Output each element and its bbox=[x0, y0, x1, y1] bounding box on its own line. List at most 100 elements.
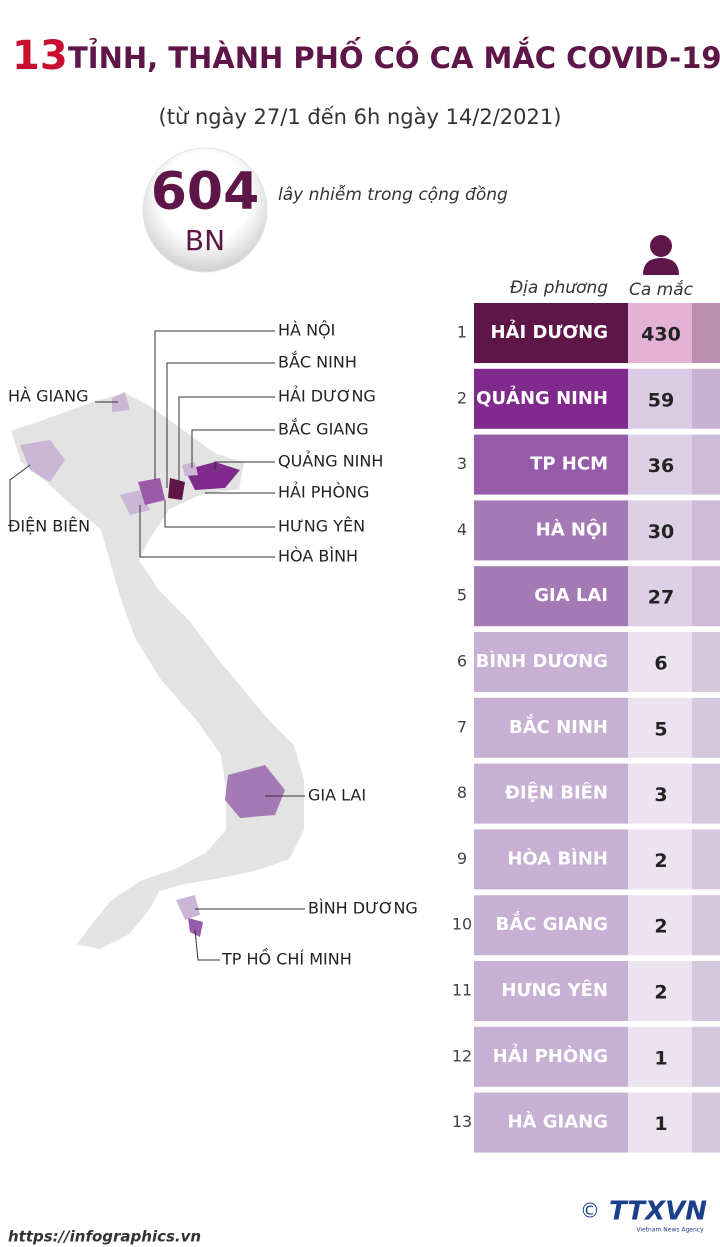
row-cases-cell bbox=[628, 763, 692, 824]
cases: 430 bbox=[641, 324, 681, 346]
province: TP HCM bbox=[530, 454, 608, 475]
row-cases-cell bbox=[628, 368, 692, 429]
rank: 5 bbox=[457, 586, 467, 605]
rank: 11 bbox=[452, 981, 472, 1000]
row-stripe bbox=[692, 763, 720, 824]
map bbox=[8, 330, 306, 961]
cases: 2 bbox=[654, 916, 667, 938]
province: HÀ GIANG bbox=[507, 1111, 608, 1133]
footer-url: https://infographics.vn bbox=[8, 1228, 201, 1246]
row-stripe bbox=[692, 434, 720, 495]
agency: Vietnam News Agency bbox=[636, 1227, 704, 1234]
cases: 59 bbox=[648, 389, 674, 411]
row-stripe bbox=[692, 1026, 720, 1087]
map-label: BẮC NINH bbox=[278, 351, 357, 372]
row-stripe bbox=[692, 500, 720, 561]
rank: 6 bbox=[457, 652, 467, 671]
map-label: HÀ GIANG bbox=[8, 387, 89, 406]
cases: 5 bbox=[654, 718, 667, 740]
map-label: ĐIỆN BIÊN bbox=[8, 517, 90, 536]
row-cases-cell bbox=[628, 434, 692, 495]
province: HẢI PHÒNG bbox=[493, 1044, 608, 1067]
map-label: TP HỒ CHÍ MINH bbox=[221, 948, 352, 969]
person-icon bbox=[643, 235, 679, 275]
rank: 7 bbox=[457, 717, 467, 736]
cases: 6 bbox=[654, 653, 667, 675]
row-cases-cell bbox=[628, 303, 692, 363]
row-name-cell bbox=[474, 1026, 628, 1087]
rank: 3 bbox=[457, 454, 467, 473]
province: HÒA BÌNH bbox=[507, 847, 608, 869]
rank: 9 bbox=[457, 849, 467, 868]
rank: 8 bbox=[457, 783, 467, 802]
row-stripe bbox=[692, 829, 720, 890]
copyright: © bbox=[580, 1199, 600, 1223]
rank: 2 bbox=[457, 388, 467, 407]
cases: 27 bbox=[648, 587, 674, 609]
row-cases-cell bbox=[628, 566, 692, 627]
rank: 10 bbox=[452, 915, 472, 934]
map-label: QUẢNG NINH bbox=[278, 451, 383, 471]
column-header: Ca mắc bbox=[629, 279, 694, 300]
row-cases-cell bbox=[628, 1026, 692, 1087]
row-cases-cell bbox=[628, 895, 692, 956]
row-stripe bbox=[692, 368, 720, 429]
row-cases-cell bbox=[628, 697, 692, 758]
title-number: 13 bbox=[12, 33, 68, 79]
province: BẮC GIANG bbox=[496, 911, 608, 935]
rank: 12 bbox=[452, 1046, 472, 1065]
map-label: HÀ NỘI bbox=[278, 321, 335, 340]
row-name-cell bbox=[474, 895, 628, 956]
column-header: Địa phương bbox=[510, 278, 608, 298]
cases: 1 bbox=[654, 1113, 667, 1135]
province: HẢI DƯƠNG bbox=[490, 320, 608, 343]
rank: 4 bbox=[457, 520, 467, 539]
cases: 2 bbox=[654, 982, 667, 1004]
summary-number: 604 bbox=[151, 162, 260, 222]
row-name-cell bbox=[474, 566, 628, 627]
cases: 2 bbox=[654, 850, 667, 872]
province: HƯNG YÊN bbox=[501, 979, 608, 1001]
title: TỈNH, THÀNH PHỐ CÓ CA MẮC COVID-19 bbox=[68, 37, 720, 75]
cases: 3 bbox=[654, 784, 667, 806]
cases: 36 bbox=[648, 455, 674, 477]
map-label: HẢI DƯƠNG bbox=[278, 386, 376, 406]
row-stripe bbox=[692, 566, 720, 627]
province: BÌNH DƯƠNG bbox=[476, 650, 608, 672]
row-stripe bbox=[692, 895, 720, 956]
map-label: GIA LAI bbox=[308, 786, 366, 805]
map-label: BÌNH DƯƠNG bbox=[308, 899, 418, 918]
row-cases-cell bbox=[628, 1092, 692, 1153]
summary-caption: lây nhiễm trong cộng đồng bbox=[278, 184, 508, 205]
row-stripe bbox=[692, 697, 720, 758]
map-label: HƯNG YÊN bbox=[278, 517, 365, 536]
rank: 13 bbox=[452, 1112, 472, 1131]
rank: 1 bbox=[457, 323, 467, 342]
subtitle: (từ ngày 27/1 đến 6h ngày 14/2/2021) bbox=[159, 105, 562, 129]
cases: 30 bbox=[648, 521, 674, 543]
row-name-cell bbox=[474, 1092, 628, 1153]
row-cases-cell bbox=[628, 632, 692, 692]
map-label: HÒA BÌNH bbox=[278, 547, 358, 566]
province: QUẢNG NINH bbox=[476, 386, 608, 409]
row-name-cell bbox=[474, 961, 628, 1021]
province: ĐIỆN BIÊN bbox=[505, 782, 608, 804]
row-cases-cell bbox=[628, 829, 692, 890]
row-name-cell bbox=[474, 303, 628, 363]
row-name-cell bbox=[474, 763, 628, 824]
row-stripe bbox=[692, 961, 720, 1021]
row-name-cell bbox=[474, 697, 628, 758]
map-label: HẢI PHÒNG bbox=[278, 482, 369, 502]
logo: TTXVN bbox=[609, 1197, 707, 1227]
row-stripe bbox=[692, 1092, 720, 1153]
map-label: BẮC GIANG bbox=[278, 418, 369, 439]
row-cases-cell bbox=[628, 961, 692, 1021]
row-stripe bbox=[692, 632, 720, 692]
row-name-cell bbox=[474, 368, 628, 429]
row-name-cell bbox=[474, 632, 628, 692]
province: GIA LAI bbox=[534, 585, 608, 606]
row-cases-cell bbox=[628, 500, 692, 561]
province: HÀ NỘI bbox=[536, 518, 608, 540]
summary-circle bbox=[142, 147, 268, 273]
